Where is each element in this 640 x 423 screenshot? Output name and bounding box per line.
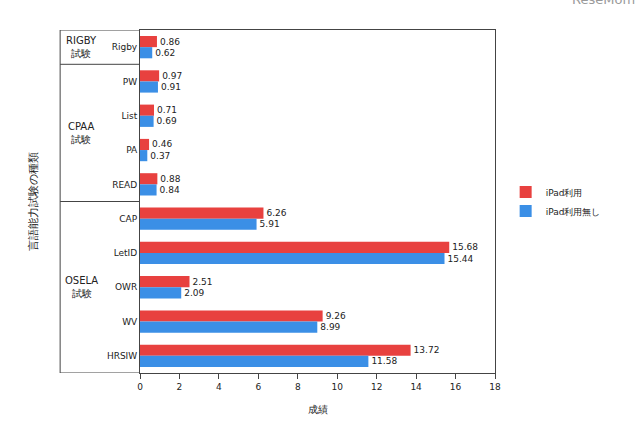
svg-text:4: 4 (216, 382, 222, 392)
svg-text:OSELA試験: OSELA試験 (65, 275, 98, 299)
svg-text:0.46: 0.46 (152, 139, 172, 149)
svg-text:9.26: 9.26 (326, 311, 346, 321)
svg-text:0.86: 0.86 (160, 37, 180, 47)
svg-text:0.62: 0.62 (155, 48, 175, 58)
svg-text:6.26: 6.26 (266, 208, 286, 218)
svg-text:0.88: 0.88 (160, 174, 180, 184)
svg-text:ReseMom: ReseMom (572, 0, 635, 7)
svg-text:RIGBY試験: RIGBY試験 (66, 35, 97, 59)
svg-text:CPAA試験: CPAA試験 (68, 121, 94, 145)
svg-text:2: 2 (177, 382, 183, 392)
svg-text:16: 16 (450, 382, 462, 392)
svg-text:2.09: 2.09 (184, 288, 204, 298)
svg-text:言語能力試験の種類: 言語能力試験の種類 (27, 152, 40, 251)
svg-text:HRSIW: HRSIW (107, 351, 137, 361)
svg-text:18: 18 (489, 382, 501, 392)
svg-text:0.71: 0.71 (157, 105, 177, 115)
svg-text:15.44: 15.44 (448, 254, 474, 264)
svg-text:0.84: 0.84 (160, 185, 180, 195)
svg-text:PW: PW (123, 77, 137, 87)
svg-text:0.97: 0.97 (162, 71, 182, 81)
svg-text:8: 8 (295, 382, 301, 392)
svg-text:15.68: 15.68 (452, 242, 478, 252)
svg-text:14: 14 (410, 382, 422, 392)
svg-text:PA: PA (126, 145, 138, 155)
svg-text:LetID: LetID (114, 248, 138, 258)
svg-text:iPad利用: iPad利用 (546, 188, 583, 198)
svg-text:5.91: 5.91 (260, 219, 280, 229)
svg-text:13.72: 13.72 (414, 345, 440, 355)
svg-text:READ: READ (112, 180, 137, 190)
svg-text:10: 10 (331, 382, 343, 392)
svg-text:2.51: 2.51 (193, 277, 213, 287)
svg-text:12: 12 (371, 382, 382, 392)
svg-text:Rigby: Rigby (112, 42, 138, 52)
svg-text:11.58: 11.58 (371, 356, 397, 366)
svg-text:OWR: OWR (115, 282, 137, 292)
svg-text:0.91: 0.91 (161, 82, 181, 92)
svg-text:CAP: CAP (119, 214, 137, 224)
svg-text:0.37: 0.37 (150, 151, 170, 161)
svg-text:WV: WV (122, 317, 138, 327)
svg-text:iPad利用無し: iPad利用無し (546, 207, 601, 217)
svg-text:0.69: 0.69 (157, 116, 177, 126)
svg-text:6: 6 (255, 382, 261, 392)
svg-text:0: 0 (137, 382, 143, 392)
svg-text:成績: 成績 (308, 404, 328, 415)
svg-text:8.99: 8.99 (320, 322, 340, 332)
svg-text:List: List (121, 111, 137, 121)
